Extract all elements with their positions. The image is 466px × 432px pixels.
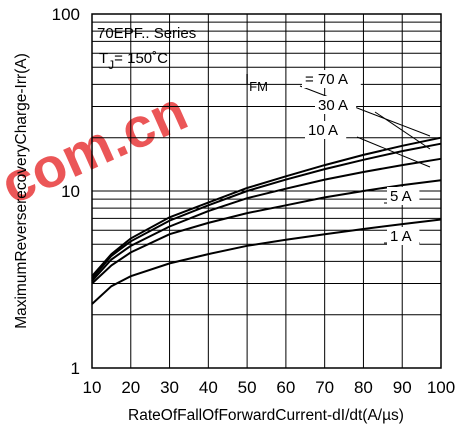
series-lines — [91, 136, 442, 305]
y-tick-label: 100 — [52, 5, 80, 24]
series-label: 1 A — [390, 228, 412, 245]
series-label: = 70 A — [305, 71, 348, 88]
series-line — [91, 179, 442, 285]
tj-subscript: J — [108, 58, 114, 72]
series-line — [91, 218, 442, 305]
x-axis-label: RateOfFallOfForwardCurrent-dI/dt(A/µs) — [128, 407, 404, 424]
x-tick-label: 20 — [121, 378, 140, 397]
y-tick-label: 10 — [61, 182, 80, 201]
series-label: 30 A — [318, 97, 348, 114]
ifm-subscript: FM — [249, 79, 268, 94]
series-title: 70EPF.. Series — [97, 25, 196, 42]
series-label-bg — [387, 187, 420, 205]
series-label: 5 A — [390, 188, 412, 205]
plot-frame — [91, 13, 442, 369]
x-tick-label: 30 — [160, 378, 179, 397]
series-callout-line — [299, 85, 431, 137]
x-tick-labels: 10 20 30 40 50 60 70 80 90 100 — [83, 378, 456, 397]
series-callout-line — [374, 111, 431, 150]
series-label: 10 A — [308, 122, 338, 139]
x-tick-label: 10 — [83, 378, 102, 397]
series-callout-line — [356, 136, 431, 168]
series-callouts: = 70 A 30 A 10 A 5 A 1 A — [299, 70, 431, 245]
grid — [92, 14, 441, 368]
series-label-bg — [302, 70, 361, 88]
x-tick-label: 90 — [393, 378, 412, 397]
series-line — [91, 142, 442, 280]
y-tick-labels: 1 10 100 — [52, 5, 80, 378]
y-tick-label: 1 — [71, 359, 80, 378]
ifm-letter: I — [245, 71, 249, 88]
series-label-bg — [387, 227, 420, 245]
x-tick-label: 50 — [238, 378, 257, 397]
x-tick-label: 60 — [276, 378, 295, 397]
junction-temperature-condition: TJ= 150˚C — [99, 50, 168, 72]
y-axis-label: MaximumReverserecoveryCharge-Irr(A) — [13, 53, 30, 329]
x-tick-label: 70 — [315, 378, 334, 397]
tj-prefix: T — [99, 50, 108, 67]
series-label-bg — [305, 121, 347, 139]
series-line — [91, 157, 442, 282]
x-tick-label: 40 — [199, 378, 218, 397]
series-label-bg — [315, 96, 357, 114]
tj-value: = 150˚C — [114, 50, 168, 67]
ifm-prefix-label: IFM — [245, 71, 268, 94]
x-tick-label: 100 — [427, 378, 455, 397]
series-line — [91, 136, 442, 277]
x-tick-label: 80 — [354, 378, 373, 397]
